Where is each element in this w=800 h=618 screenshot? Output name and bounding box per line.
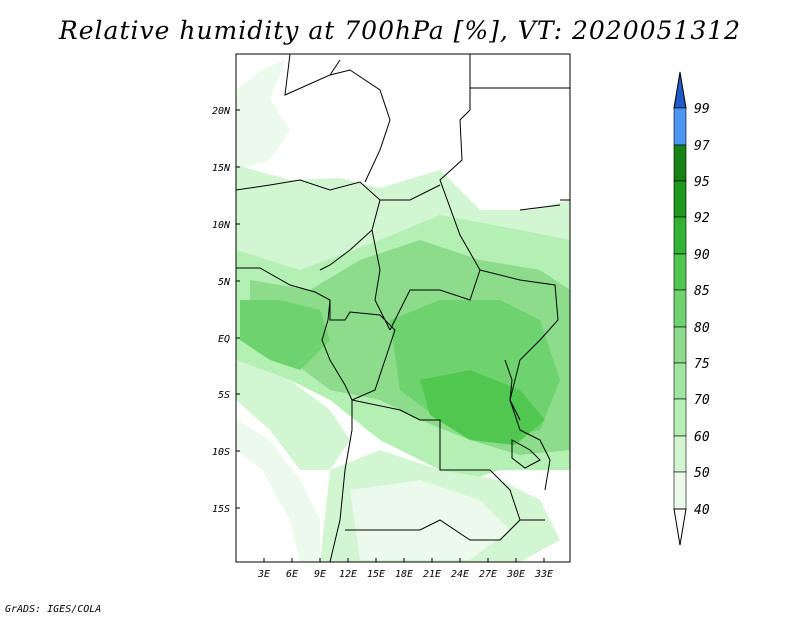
colorbar-label: 92 xyxy=(694,211,710,226)
map-frame xyxy=(235,53,571,563)
lon-label: 21E xyxy=(423,569,441,580)
colorbar-label: 50 xyxy=(694,466,710,481)
humidity-region-light-west xyxy=(236,60,290,170)
map-title: Relative humidity at 700hPa [%], VT: 202… xyxy=(58,16,742,45)
lake-outline xyxy=(511,439,541,469)
colorbar-label: 70 xyxy=(694,393,710,408)
boundary-line xyxy=(470,87,570,211)
longitude-labels: 3E 6E 9E 12E 15E 18E 21E 24E 27E 30E 33E xyxy=(257,569,553,580)
lat-label: 20N xyxy=(212,106,231,117)
lon-label: 9E xyxy=(314,569,326,580)
lat-label: 10S xyxy=(212,447,230,458)
colorbar-segment xyxy=(673,326,687,364)
lat-label: 5N xyxy=(218,277,231,288)
humidity-field xyxy=(236,54,570,562)
colorbar-label: 40 xyxy=(694,503,710,518)
colorbar-segment xyxy=(673,362,687,400)
colorbar-bottom-arrow xyxy=(673,508,687,546)
colorbar-segment xyxy=(673,435,687,473)
colorbar-segment xyxy=(673,398,687,437)
boundary-line xyxy=(371,184,441,331)
country-boundaries xyxy=(236,54,570,562)
colorbar-segment xyxy=(673,253,687,291)
boundary-line xyxy=(345,519,521,541)
humidity-region-sw-light xyxy=(236,360,350,470)
lon-label: 3E xyxy=(257,569,270,580)
boundary-line xyxy=(351,399,545,521)
lon-label: 30E xyxy=(506,569,525,580)
lat-label: 15S xyxy=(212,504,230,515)
colorbar-top-arrow xyxy=(673,71,687,109)
lat-label: 15N xyxy=(212,163,231,174)
latitude-labels: 20N 15N 10N 5N EQ 5S 10S 15S xyxy=(212,106,231,515)
lon-label: 6E xyxy=(286,569,298,580)
lake-outline xyxy=(504,359,521,421)
lon-label: 12E xyxy=(339,569,357,580)
lat-label: 10N xyxy=(212,220,231,231)
colorbar-label: 97 xyxy=(694,139,710,154)
grads-credit: GrADS: IGES/COLA xyxy=(5,604,102,615)
colorbar-segment xyxy=(673,289,687,328)
axis-ticks xyxy=(236,109,545,562)
lat-label: 5S xyxy=(218,390,230,401)
coastline xyxy=(236,267,353,562)
boundary-line xyxy=(236,179,381,271)
colorbar-segment xyxy=(673,107,687,146)
humidity-region-desert xyxy=(290,54,570,205)
colorbar: 99 97 95 92 90 85 80 75 70 60 50 40 xyxy=(673,71,710,546)
colorbar-segment xyxy=(673,144,687,182)
boundary-line xyxy=(479,269,559,491)
colorbar-label: 60 xyxy=(694,430,710,445)
lon-label: 15E xyxy=(367,569,385,580)
colorbar-label: 95 xyxy=(694,175,710,190)
humidity-region-peak xyxy=(420,370,545,445)
lon-label: 27E xyxy=(479,569,497,580)
colorbar-label: 85 xyxy=(694,284,710,299)
boundary-line xyxy=(329,300,396,401)
colorbar-segment xyxy=(673,180,687,218)
lon-label: 33E xyxy=(534,569,553,580)
colorbar-label: 90 xyxy=(694,248,710,263)
boundary-line xyxy=(284,54,391,183)
lat-label: EQ xyxy=(218,334,230,345)
boundary-line xyxy=(389,54,481,331)
lon-label: 18E xyxy=(395,569,413,580)
colorbar-segment xyxy=(673,216,687,255)
colorbar-label: 99 xyxy=(694,102,710,117)
colorbar-segment xyxy=(673,471,687,510)
colorbar-label: 80 xyxy=(694,321,710,336)
humidity-region-sw-white xyxy=(236,450,300,562)
lon-label: 24E xyxy=(451,569,469,580)
humidity-region-core-west xyxy=(240,300,330,370)
colorbar-label: 75 xyxy=(694,357,710,372)
